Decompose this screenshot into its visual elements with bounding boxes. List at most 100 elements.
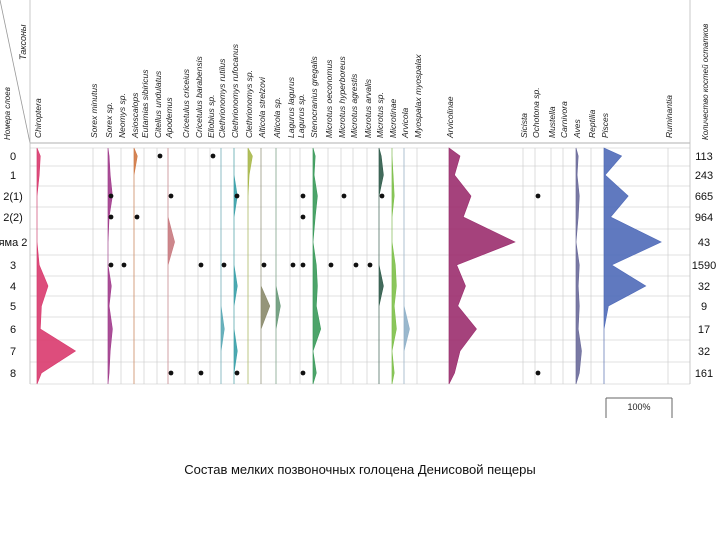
taxon-label: Aves xyxy=(572,119,582,139)
layer-label: 4 xyxy=(10,281,16,293)
taxon-area xyxy=(391,148,397,385)
presence-dot xyxy=(121,262,127,268)
taxon-label: Neomys sp. xyxy=(117,93,127,138)
presence-dot xyxy=(261,262,267,268)
presence-dot xyxy=(535,193,541,199)
bone-count: 161 xyxy=(695,368,713,380)
taxon-label: Stenocranius gregalis xyxy=(309,56,319,138)
presence-dot xyxy=(168,370,174,376)
presence-dot xyxy=(198,370,204,376)
bone-count: 243 xyxy=(695,170,713,182)
taxon-label: Clethrionomys rufocanus xyxy=(230,43,240,138)
taxon-label: Myospalax myospalax xyxy=(413,54,423,138)
presence-dot xyxy=(221,262,227,268)
taxon-label: Sorex sp. xyxy=(104,102,114,138)
layer-label: 3 xyxy=(10,260,16,272)
presence-dot xyxy=(108,262,114,268)
presence-dot xyxy=(300,370,306,376)
layer-label: 2(2) xyxy=(3,212,23,224)
taxon-area xyxy=(603,147,662,384)
taxon-area xyxy=(448,147,516,385)
bone-count: 32 xyxy=(698,281,710,293)
taxon-label: Asioscalops xyxy=(130,92,140,139)
presence-dot xyxy=(341,193,347,199)
presence-dot xyxy=(198,262,204,268)
taxon-area xyxy=(167,148,175,384)
taxon-area xyxy=(312,147,322,385)
taxon-label: Sorex minutus xyxy=(89,83,99,138)
presence-dot xyxy=(300,214,306,220)
presence-dot xyxy=(108,214,114,220)
taxon-area xyxy=(403,148,410,384)
layer-label: 8 xyxy=(10,368,16,380)
header-taxa-label: Таксоны xyxy=(18,24,28,60)
taxon-label: Alticola strelzovi xyxy=(257,76,267,139)
taxon-area xyxy=(107,147,113,385)
taxon-label: Mustella xyxy=(547,106,557,138)
layer-label: 7 xyxy=(10,346,16,358)
bone-count: 964 xyxy=(695,212,713,224)
taxon-area xyxy=(36,147,77,385)
taxon-label: Cricetulus barabensis xyxy=(194,56,204,138)
presence-dot xyxy=(168,193,174,199)
taxon-label: Reptilia xyxy=(587,109,597,138)
taxon-label: Ochotona sp. xyxy=(531,87,541,138)
taxon-label: Cricetulus criceius xyxy=(181,68,191,138)
presence-dot xyxy=(157,153,163,159)
presence-dot xyxy=(108,193,114,199)
taxon-label: Clethrionomys sp. xyxy=(244,70,254,138)
taxon-label: Microtus hyperboreus xyxy=(337,56,347,138)
presence-dot xyxy=(535,370,541,376)
taxon-label: Citellus undulatus xyxy=(153,70,163,138)
bone-count: 43 xyxy=(698,237,710,249)
presence-dot xyxy=(300,193,306,199)
layer-label: 5 xyxy=(10,301,16,313)
layer-label: яма 2 xyxy=(0,237,27,249)
layer-label: 0 xyxy=(10,151,16,163)
header-count-label: Количество костей остатков xyxy=(701,24,710,140)
presence-dot xyxy=(328,262,334,268)
presence-dot xyxy=(210,153,216,159)
taxon-label: Microtus sp. xyxy=(375,92,385,138)
presence-dot xyxy=(367,262,373,268)
bone-count: 113 xyxy=(695,151,713,163)
bone-count: 665 xyxy=(695,191,713,203)
scale-bar-label: 100% xyxy=(627,402,650,412)
taxon-area xyxy=(575,147,582,385)
taxon-area xyxy=(133,147,138,384)
corner-diagonal xyxy=(0,0,31,144)
header-layers-label: Номера слоев xyxy=(3,87,12,140)
bone-count: 9 xyxy=(701,301,707,313)
taxon-area xyxy=(260,148,271,384)
taxon-label: Microtus arvalis xyxy=(363,78,373,138)
taxon-area xyxy=(220,148,225,384)
taxon-label: Chiroptera xyxy=(33,98,43,138)
presence-dot xyxy=(290,262,296,268)
presence-dot xyxy=(134,214,140,220)
taxon-label: Clethrionomys rutilus xyxy=(217,58,227,138)
presence-dot xyxy=(300,262,306,268)
taxon-label: Microtus agrestis xyxy=(349,73,359,138)
taxon-area xyxy=(233,148,238,384)
bone-count: 1590 xyxy=(692,260,716,272)
taxon-label: Alticola sp. xyxy=(272,97,282,139)
taxon-label: Microtinae xyxy=(388,99,398,138)
taxon-label: Apodemus xyxy=(164,97,174,139)
presence-dot xyxy=(353,262,359,268)
taxon-label: Lagurus sp. xyxy=(296,94,306,138)
bone-count: 17 xyxy=(698,324,710,336)
presence-dot xyxy=(234,370,240,376)
taxon-label: Ellobius sp. xyxy=(206,95,216,138)
taxon-label: Ruminantia xyxy=(664,95,674,138)
figure-caption: Состав мелких позвоночных голоцена Денис… xyxy=(184,462,536,477)
taxon-label: Lagurus lagurus xyxy=(286,76,296,138)
taxon-label: Sicista xyxy=(519,113,529,138)
taxon-label: Arvicola xyxy=(400,107,410,139)
presence-dot xyxy=(379,193,385,199)
taxon-label: Arvicolinae xyxy=(445,96,455,139)
layer-label: 1 xyxy=(10,170,16,182)
taxon-label: Eutamias sibiricus xyxy=(140,69,150,138)
layer-label: 6 xyxy=(10,324,16,336)
bone-count: 32 xyxy=(698,346,710,358)
